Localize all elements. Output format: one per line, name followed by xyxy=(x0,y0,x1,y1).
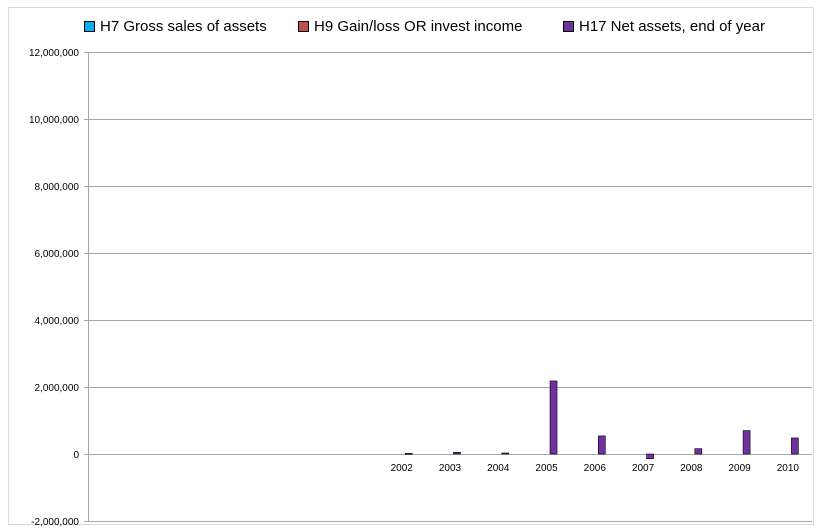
bar xyxy=(501,452,510,455)
x-tick-label: 2004 xyxy=(487,463,510,474)
bar xyxy=(404,453,413,455)
legend-item-gross-sales: H7 Gross sales of assets xyxy=(84,16,267,36)
y-tick-label: -2,000,000 xyxy=(31,517,79,528)
bar xyxy=(694,448,703,455)
y-tick-label: 0 xyxy=(73,450,79,461)
legend-swatch-gain-loss xyxy=(298,20,309,32)
y-tick-label: 4,000,000 xyxy=(35,316,80,327)
legend-item-gain-loss: H9 Gain/loss OR invest income xyxy=(298,16,522,36)
x-tick-label: 2007 xyxy=(632,463,655,474)
bar xyxy=(453,452,461,455)
legend: H7 Gross sales of assets H9 Gain/loss OR… xyxy=(0,16,820,36)
legend-label-gross-sales: H7 Gross sales of assets xyxy=(100,17,267,35)
legend-label-net-assets: H17 Net assets, end of year xyxy=(579,17,765,35)
chart-frame xyxy=(8,7,814,525)
x-tick-label: 2008 xyxy=(680,463,703,474)
bar xyxy=(597,435,606,455)
bar xyxy=(549,380,558,455)
x-tick-label: 2002 xyxy=(391,463,414,474)
legend-swatch-net-assets xyxy=(563,20,574,32)
legend-item-net-assets: H17 Net assets, end of year xyxy=(563,16,765,36)
y-tick-label: 2,000,000 xyxy=(35,383,80,394)
legend-label-gain-loss: H9 Gain/loss OR invest income xyxy=(314,17,523,35)
y-tick-label: 12,000,000 xyxy=(29,48,79,59)
x-tick-label: 2010 xyxy=(777,463,800,474)
y-tick-label: 6,000,000 xyxy=(35,249,80,260)
x-tick-label: 2003 xyxy=(439,463,462,474)
bar xyxy=(646,453,654,459)
x-tick-label: 2009 xyxy=(728,463,751,474)
y-tick-label: 8,000,000 xyxy=(35,182,80,193)
x-tick-label: 2005 xyxy=(535,463,558,474)
y-tick-label: 10,000,000 xyxy=(29,115,79,126)
legend-swatch-gross-sales xyxy=(84,20,95,32)
bar xyxy=(742,430,751,455)
x-tick-label: 2006 xyxy=(584,463,607,474)
bar xyxy=(791,437,799,455)
